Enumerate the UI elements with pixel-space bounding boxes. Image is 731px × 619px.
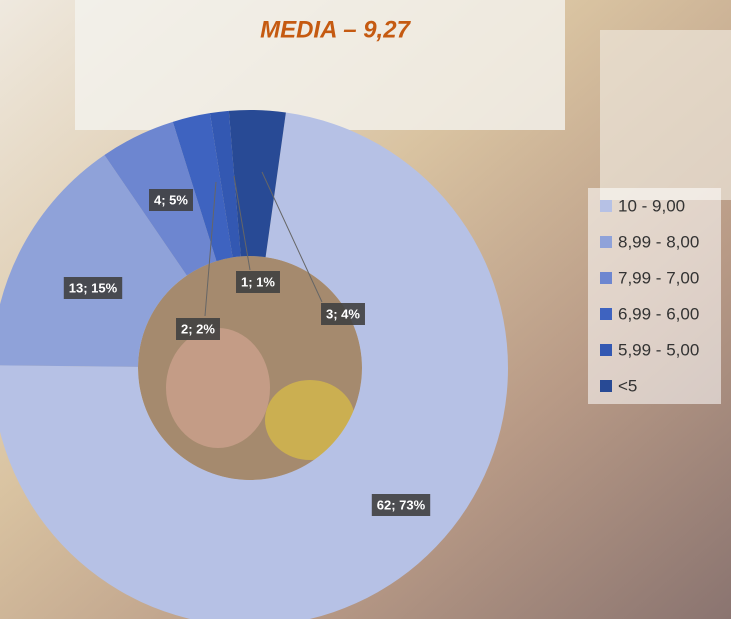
legend-label: <5	[618, 376, 637, 395]
leader-line	[233, 175, 251, 271]
data-label: 3; 4%	[326, 306, 360, 321]
face	[166, 328, 270, 448]
leader-line	[204, 181, 217, 317]
whiteboard	[75, 0, 565, 130]
donut-slice	[209, 110, 241, 258]
legend-swatch	[600, 272, 612, 284]
data-label: 4; 5%	[154, 192, 188, 207]
data-label-box	[321, 303, 365, 325]
data-label: 62; 73%	[377, 497, 426, 512]
legend-swatch	[600, 344, 612, 356]
leader-line	[261, 171, 323, 303]
legend-panel	[588, 188, 721, 404]
data-label: 1; 1%	[241, 274, 275, 289]
legend-label: 6,99 - 6,00	[618, 304, 699, 323]
legend-swatch	[600, 308, 612, 320]
data-label-box	[149, 189, 193, 211]
chart-title: MEDIA – 9,27	[260, 16, 411, 43]
cabinet	[600, 30, 731, 200]
data-label-box	[176, 318, 220, 340]
data-label: 13; 15%	[69, 280, 118, 295]
shirt	[265, 380, 355, 460]
legend-swatch	[600, 380, 612, 392]
donut-slice	[172, 113, 233, 262]
legend-label: 10 - 9,00	[618, 196, 685, 215]
legend-label: 5,99 - 5,00	[618, 340, 699, 359]
data-label: 2; 2%	[181, 321, 215, 336]
data-label-box	[236, 271, 280, 293]
donut-slice	[228, 110, 286, 258]
legend-swatch	[600, 200, 612, 212]
data-label-box	[63, 277, 123, 299]
legend-swatch	[600, 236, 612, 248]
donut-slice	[0, 155, 187, 367]
legend-label: 8,99 - 8,00	[618, 232, 699, 251]
donut-slice	[0, 112, 508, 619]
data-label-box	[371, 494, 431, 516]
legend-label: 7,99 - 7,00	[618, 268, 699, 287]
